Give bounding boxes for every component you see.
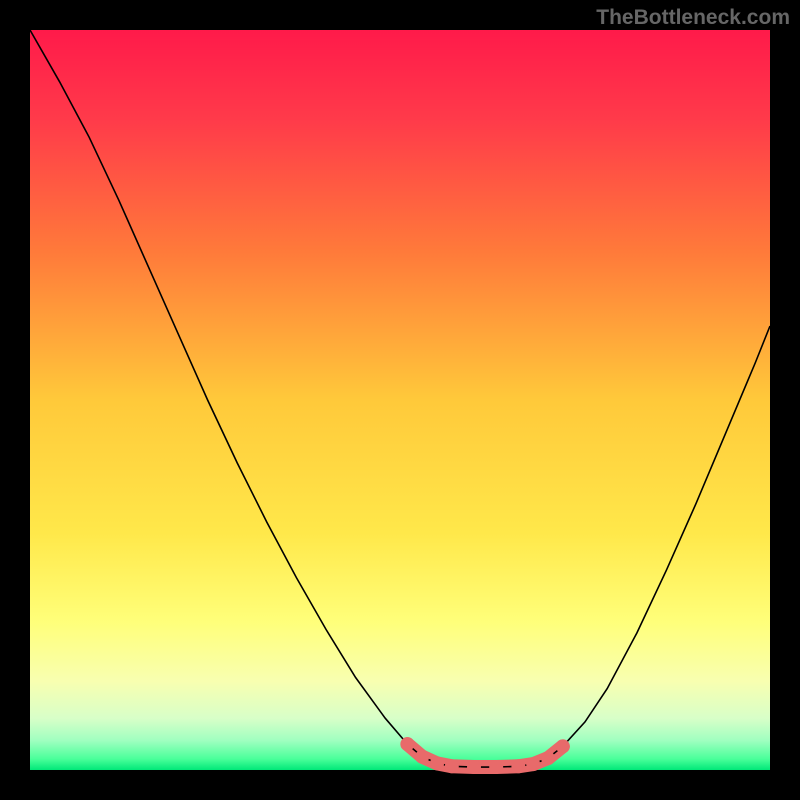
bottleneck-marker-3 bbox=[445, 759, 459, 773]
bottleneck-marker-5 bbox=[489, 760, 503, 774]
plot-background bbox=[30, 30, 770, 770]
bottleneck-marker-2 bbox=[430, 756, 444, 770]
bottleneck-marker-9 bbox=[556, 739, 570, 753]
bottleneck-marker-8 bbox=[541, 751, 555, 765]
bottleneck-marker-1 bbox=[415, 750, 429, 764]
bottleneck-marker-6 bbox=[511, 759, 525, 773]
bottleneck-marker-7 bbox=[526, 757, 540, 771]
bottleneck-marker-4 bbox=[467, 760, 481, 774]
bottleneck-marker-0 bbox=[400, 737, 414, 751]
watermark-text: TheBottleneck.com bbox=[596, 6, 790, 30]
chart-svg bbox=[0, 0, 800, 800]
bottleneck-chart: TheBottleneck.com bbox=[0, 0, 800, 800]
